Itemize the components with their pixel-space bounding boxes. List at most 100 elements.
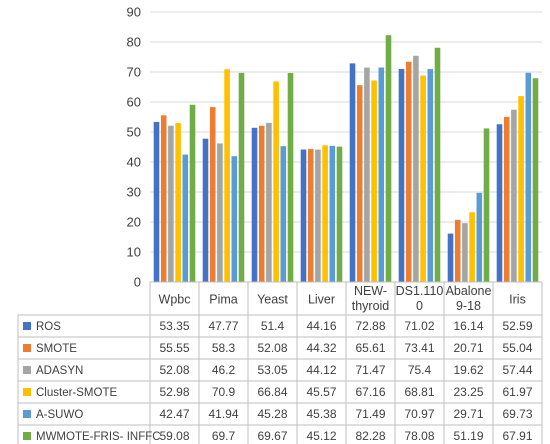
table-cell-value: 20.71 [453,341,483,355]
table-cell-value: 72.88 [355,319,385,333]
table-cell-value: 55.04 [502,341,532,355]
table-cell-value: 71.02 [404,319,434,333]
bar [525,72,532,282]
bar [371,80,377,283]
x-category-label: Abalone 9-18 [446,284,492,313]
bar [364,67,370,282]
table-cell-value: 75.4 [408,363,432,377]
bar [175,123,181,282]
table-cell-value: 71.49 [355,407,385,421]
table-cell-value: 61.97 [502,385,532,399]
x-category-label: Wpbc [159,293,191,307]
table-cell-value: 78.08 [404,429,434,443]
bar [378,67,385,282]
x-category-label: DS1.110 0 [396,284,444,313]
y-tick-label: 70 [127,65,141,80]
table-cell-value: 82.28 [355,429,385,443]
x-category-label: Pima [209,293,238,307]
bar [385,35,392,282]
legend-key [23,366,31,374]
bar [280,146,287,282]
y-tick-label: 30 [127,185,141,200]
table-cell-value: 68.81 [404,385,434,399]
table-cell-value: 44.32 [306,341,336,355]
bar [160,115,167,282]
bar [398,68,405,282]
bar [462,223,468,282]
x-category-label: NEW-thyroid [352,284,390,313]
y-axis-ticks: 0 10 20 30 40 50 60 70 80 90 [127,5,141,290]
table-cell-value: 41.94 [208,407,238,421]
bar [483,128,490,282]
table-cell-value: 51.4 [261,319,285,333]
bar [307,149,314,282]
table-cell-value: 53.05 [257,363,287,377]
bars [153,35,539,283]
bar [238,72,245,283]
table-cell-value: 53.35 [159,319,189,333]
bar [496,124,503,282]
bar [231,156,238,282]
table-cell-value: 16.14 [453,319,483,333]
bar [469,212,475,282]
table-cell-value: 73.41 [404,341,434,355]
legend-series-name: Cluster-SMOTE [36,387,117,399]
x-category-label: Yeast [257,293,288,307]
legend-key [23,410,31,418]
bar [224,69,230,282]
table-cell-value: 52.08 [159,363,189,377]
table-cell-value: 69.7 [212,429,236,443]
y-tick-label: 10 [127,245,141,260]
y-tick-label: 50 [127,125,141,140]
table-cell-value: 66.84 [257,385,287,399]
legend-series-name: ADASYN [36,365,83,377]
y-tick-label: 90 [127,5,141,20]
bar [511,109,517,283]
legend-key [23,344,31,352]
table-cell-value: 71.47 [355,363,385,377]
table-cell-value: 70.97 [404,407,434,421]
bar [503,116,510,282]
legend-series-name: ROS [36,321,61,333]
table-cell-value: 52.98 [159,385,189,399]
table-cell-value: 58.3 [212,341,236,355]
table-cell-value: 19.62 [453,363,483,377]
table-cell-value: 55.55 [159,341,189,355]
table-cell-value: 45.12 [306,429,336,443]
bar [189,104,196,282]
table-cell-value: 45.38 [306,407,336,421]
y-tick-label: 80 [127,35,141,50]
y-tick-label: 0 [134,275,141,290]
table-cell-value: 69.73 [502,407,532,421]
bar [251,127,258,282]
bar [427,69,434,282]
legend-key [23,388,31,396]
y-tick-label: 60 [127,95,141,110]
bar [273,81,279,282]
bar [420,75,426,282]
table-cell-value: 42.47 [159,407,189,421]
bar [182,154,189,282]
table-cell-value: 67.16 [355,385,385,399]
table-cell-value: 51.19 [453,429,483,443]
bar [447,233,454,282]
bar [300,149,307,282]
table-cell-value: 57.44 [502,363,532,377]
x-category-label: Liver [308,293,335,307]
bar [476,192,483,282]
table-cell-value: 67.91 [502,429,532,443]
bar [266,122,272,282]
bar [217,143,223,282]
legend-series-name: MWMOTE-FRIS- INFFC [36,431,161,443]
table-cell-value: 70.9 [212,385,236,399]
x-category-label: Iris [509,293,526,307]
bar [258,125,265,282]
bar [454,219,461,282]
bar [202,138,209,282]
table-cell-value: 45.28 [257,407,287,421]
table-cell-value: 44.16 [306,319,336,333]
legend-key [23,432,31,440]
table-cell-value: 46.2 [212,363,236,377]
table-cell-value: 52.59 [502,319,532,333]
